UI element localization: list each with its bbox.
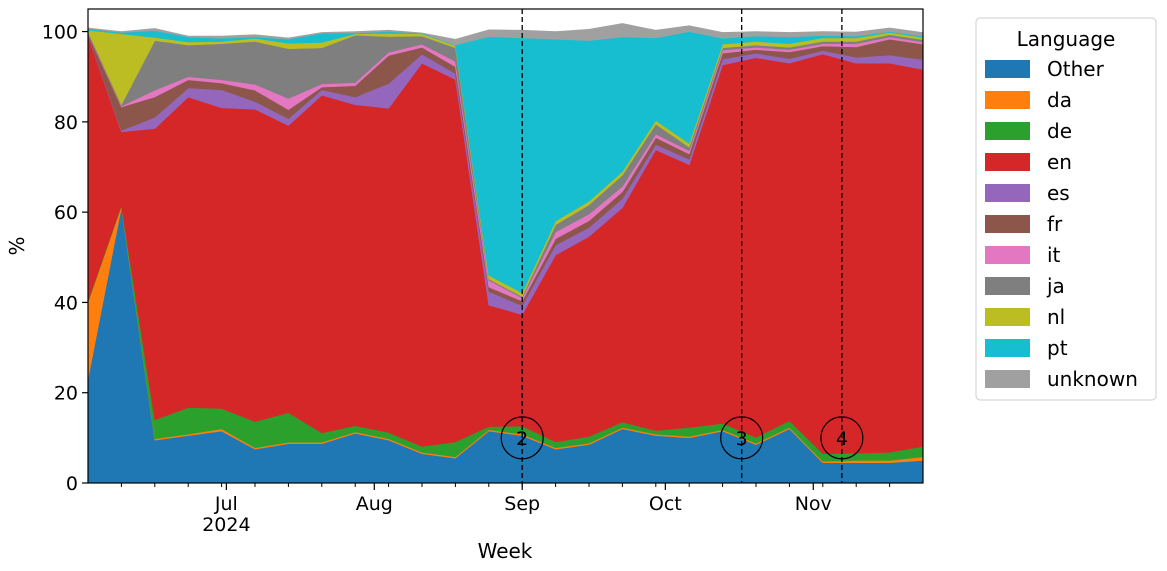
y-tick-label: 100 bbox=[42, 22, 78, 44]
legend-swatch-nl bbox=[985, 308, 1030, 326]
legend-swatch-pt bbox=[985, 339, 1030, 357]
x-tick-sublabel: 2024 bbox=[202, 514, 250, 536]
annotation-lines bbox=[521, 9, 843, 483]
legend-box bbox=[975, 17, 1157, 401]
legend-label-pt: pt bbox=[1047, 336, 1068, 360]
annotation-circle bbox=[500, 416, 544, 460]
y-tick-label: 40 bbox=[54, 292, 78, 314]
y-tick-label: 20 bbox=[54, 383, 78, 405]
legend: Language Other da de en es fr it ja nl pt unknown bbox=[975, 17, 1157, 401]
x-tick-label: Jul bbox=[214, 493, 238, 515]
legend-label-es: es bbox=[1047, 181, 1070, 205]
x-axis-label: Week bbox=[478, 539, 533, 563]
legend-swatch-ja bbox=[985, 277, 1030, 295]
legend-swatch-es bbox=[985, 184, 1030, 202]
y-axis-label: % bbox=[5, 236, 29, 255]
legend-swatch-da bbox=[985, 91, 1030, 109]
area-series-group bbox=[87, 23, 924, 484]
y-tick-label: 80 bbox=[54, 112, 78, 134]
annotation-markers: 2 3 4 bbox=[500, 416, 864, 460]
legend-label-it: it bbox=[1047, 243, 1061, 267]
legend-swatch-Other bbox=[985, 60, 1030, 78]
legend-label-unknown: unknown bbox=[1047, 367, 1138, 391]
legend-swatch-de bbox=[985, 122, 1030, 140]
legend-label-en: en bbox=[1047, 150, 1072, 174]
x-tick-label: Aug bbox=[356, 493, 393, 515]
annotation-circle bbox=[820, 416, 864, 460]
y-tick-label: 60 bbox=[54, 202, 78, 224]
x-tick-label: Oct bbox=[649, 493, 682, 515]
x-tick-label: Sep bbox=[504, 493, 540, 515]
legend-swatch-it bbox=[985, 246, 1030, 264]
legend-label-ja: ja bbox=[1046, 274, 1065, 298]
legend-items: Other da de en es fr it ja nl pt unknown bbox=[985, 57, 1138, 391]
annotation-circle bbox=[720, 416, 764, 460]
y-tick-label: 0 bbox=[66, 473, 78, 495]
legend-swatch-en bbox=[985, 153, 1030, 171]
plot-frame bbox=[87, 8, 924, 484]
legend-swatch-unknown bbox=[985, 370, 1030, 388]
y-axis: 0 20 40 60 80 100 bbox=[42, 22, 88, 495]
x-tick-label: Nov bbox=[795, 493, 832, 515]
legend-label-Other: Other bbox=[1047, 57, 1105, 81]
legend-title: Language bbox=[1017, 27, 1116, 51]
annotation-label: 2 bbox=[516, 428, 528, 450]
legend-label-de: de bbox=[1047, 119, 1072, 143]
legend-label-nl: nl bbox=[1047, 305, 1065, 329]
legend-label-da: da bbox=[1047, 88, 1072, 112]
legend-swatch-fr bbox=[985, 215, 1030, 233]
annotation-label: 4 bbox=[836, 428, 848, 450]
legend-label-fr: fr bbox=[1047, 212, 1063, 236]
annotation-label: 3 bbox=[736, 428, 748, 450]
